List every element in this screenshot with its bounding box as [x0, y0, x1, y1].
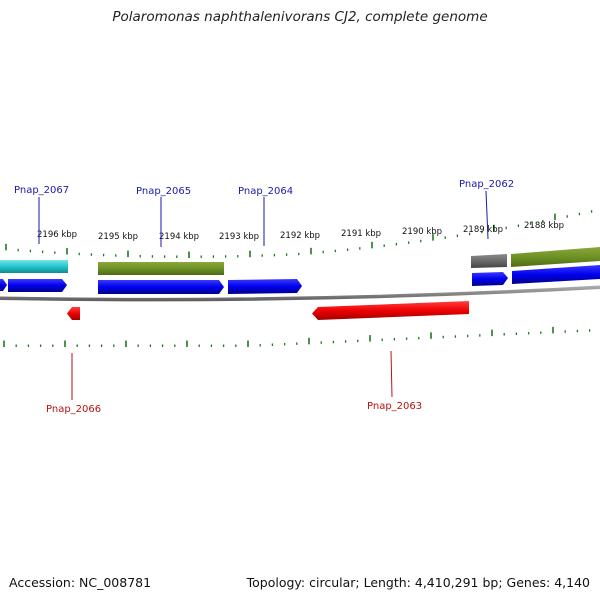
cog-feature-row — [0, 247, 600, 275]
scale-label: 2191 kbp — [341, 229, 381, 239]
scale-label: 2193 kbp — [219, 232, 259, 242]
cog-feature — [471, 254, 507, 268]
forward-cds — [512, 265, 600, 284]
reverse-strand — [67, 301, 469, 320]
forward-cds — [0, 279, 7, 291]
scale-label: 2190 kbp — [402, 227, 442, 237]
forward-cds — [228, 279, 302, 294]
scale-label: 2196 kbp — [37, 230, 77, 240]
genome-summary-text: Topology: circular; Length: 4,410,291 bp… — [246, 575, 590, 590]
reverse-cds — [312, 301, 469, 320]
scale-labels: 2196 kbp 2195 kbp 2194 kbp 2193 kbp 2192… — [37, 221, 564, 242]
scale-label: 2188 kbp — [524, 221, 564, 231]
scale-label: 2194 kbp — [159, 232, 199, 242]
scale-label: 2189 kbp — [463, 225, 503, 235]
cog-feature — [0, 260, 68, 273]
gene-labels: Pnap_2067 Pnap_2065 Pnap_2064 Pnap_2062 … — [14, 179, 514, 415]
gene-label: Pnap_2066 — [46, 404, 101, 415]
leader-line — [390, 350, 393, 398]
forward-strand — [0, 265, 600, 294]
genome-backbone — [0, 285, 600, 302]
scale-ticks-outer — [5, 210, 593, 258]
gene-label: Pnap_2064 — [238, 186, 293, 197]
forward-cds — [472, 272, 508, 286]
gene-label: Pnap_2065 — [136, 186, 191, 197]
map-title: Polaromonas naphthalenivorans CJ2, compl… — [112, 9, 488, 25]
cog-feature — [98, 262, 224, 275]
gene-label: Pnap_2063 — [367, 401, 422, 412]
cog-feature — [511, 247, 600, 267]
scale-label: 2192 kbp — [280, 231, 320, 241]
scale-label: 2195 kbp — [98, 232, 138, 242]
leader-line — [485, 190, 489, 240]
reverse-cds — [67, 307, 80, 320]
forward-cds — [98, 280, 224, 294]
accession-text: Accession: NC_008781 — [9, 575, 152, 590]
gene-label: Pnap_2062 — [459, 179, 514, 190]
gene-leader-lines — [38, 190, 489, 400]
forward-cds — [8, 279, 67, 292]
scale-ticks-inner — [3, 326, 591, 347]
gene-label: Pnap_2067 — [14, 185, 69, 196]
